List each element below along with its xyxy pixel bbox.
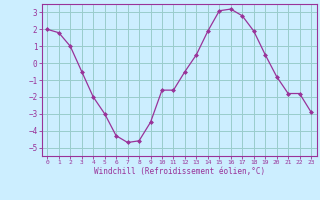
X-axis label: Windchill (Refroidissement éolien,°C): Windchill (Refroidissement éolien,°C) bbox=[94, 167, 265, 176]
